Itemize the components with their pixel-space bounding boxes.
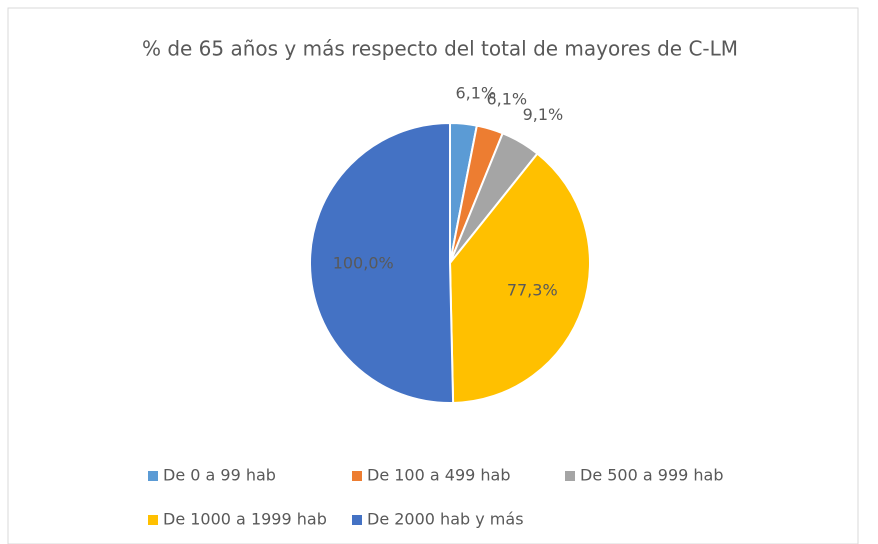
legend-label: De 100 a 499 hab [367,466,511,485]
legend-label: De 1000 a 1999 hab [163,510,327,529]
data-label: 77,3% [507,280,558,299]
legend-swatch [565,471,575,481]
data-label: 9,1% [523,105,564,124]
data-label: 100,0% [333,253,394,272]
pie-slice [309,121,455,404]
legend-label: De 500 a 999 hab [580,466,724,485]
data-label: 6,1% [486,89,527,108]
pie-slice [448,152,591,404]
legend-swatch [352,471,362,481]
legend-swatch [352,515,362,525]
chart-title: % de 65 años y más respecto del total de… [142,37,738,61]
data-label: 6,1% [455,83,496,102]
legend-label: De 0 a 99 hab [163,466,276,485]
legend-swatch [148,515,158,525]
legend-swatch [148,471,158,481]
legend-label: De 2000 hab y más [367,510,524,529]
